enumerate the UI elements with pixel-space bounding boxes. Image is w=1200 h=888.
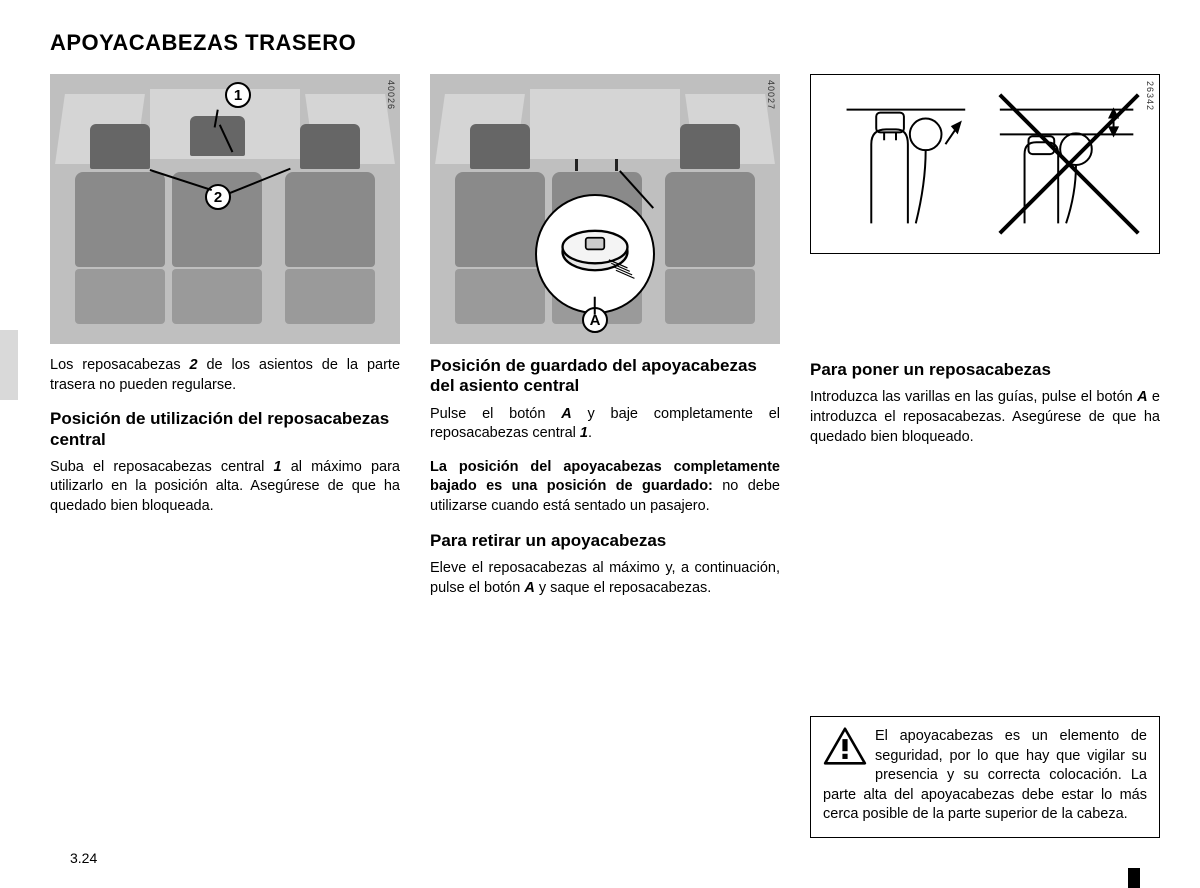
callout-1: 1 bbox=[225, 82, 251, 108]
col2-p3: Eleve el reposacabezas al máximo y, a co… bbox=[430, 559, 780, 598]
col1-p2: Suba el reposacabezas central 1 al máxim… bbox=[50, 458, 400, 517]
ref-1b: 1 bbox=[580, 425, 588, 441]
columns: 40026 1 2 bbox=[50, 74, 1160, 868]
text: . bbox=[588, 425, 592, 441]
ref-A3: A bbox=[1137, 389, 1147, 405]
col1-p1: Los reposacabezas 2 de los asientos de l… bbox=[50, 356, 400, 395]
column-2: 40027 bbox=[430, 74, 780, 868]
text: y saque el reposacabezas. bbox=[535, 580, 712, 596]
headrest-diagram bbox=[811, 75, 1159, 253]
col2-p2: La posición del apoyacabezas completamen… bbox=[430, 458, 780, 517]
figure-3: 26342 bbox=[810, 74, 1160, 254]
page-title: APOYACABEZAS TRASERO bbox=[50, 30, 1160, 56]
col2-p1: Pulse el botón A y baje completamente el… bbox=[430, 405, 780, 444]
col3-p1: Introduzca las varillas en las guías, pu… bbox=[810, 388, 1160, 447]
corner-mark bbox=[1128, 868, 1140, 888]
text: Pulse el botón bbox=[430, 406, 561, 422]
text: Los reposacabezas bbox=[50, 357, 190, 373]
warning-icon bbox=[823, 727, 867, 765]
column-3: 26342 bbox=[810, 74, 1160, 868]
figure-1: 40026 1 2 bbox=[50, 74, 400, 344]
text: Suba el reposacabezas central bbox=[50, 459, 274, 475]
ref-A: A bbox=[561, 406, 571, 422]
side-tab bbox=[0, 330, 18, 400]
figure-3-code: 26342 bbox=[1145, 81, 1155, 111]
col1-h1: Posición de utilización del reposacabeza… bbox=[50, 409, 400, 450]
seat-illustration-1 bbox=[50, 74, 400, 344]
page-number: 3.24 bbox=[70, 850, 97, 866]
col3-h1: Para poner un reposacabezas bbox=[810, 360, 1160, 380]
ref-2: 2 bbox=[190, 357, 198, 373]
ref-A2: A bbox=[524, 580, 534, 596]
page: APOYACABEZAS TRASERO 40026 bbox=[0, 0, 1200, 888]
warning-text: El apoyacabezas es un elemento de seguri… bbox=[823, 728, 1147, 822]
ref-1: 1 bbox=[274, 459, 282, 475]
text: Introduzca las varillas en las guías, pu… bbox=[810, 389, 1137, 405]
spacer bbox=[810, 272, 1160, 360]
col2-h1: Posición de guardado del apoyacabezas de… bbox=[430, 356, 780, 397]
warning-box: El apoyacabezas es un elemento de seguri… bbox=[810, 716, 1160, 838]
column-1: 40026 1 2 bbox=[50, 74, 400, 868]
figure-2: 40027 bbox=[430, 74, 780, 344]
col2-h2: Para retirar un apoyacabezas bbox=[430, 531, 780, 551]
